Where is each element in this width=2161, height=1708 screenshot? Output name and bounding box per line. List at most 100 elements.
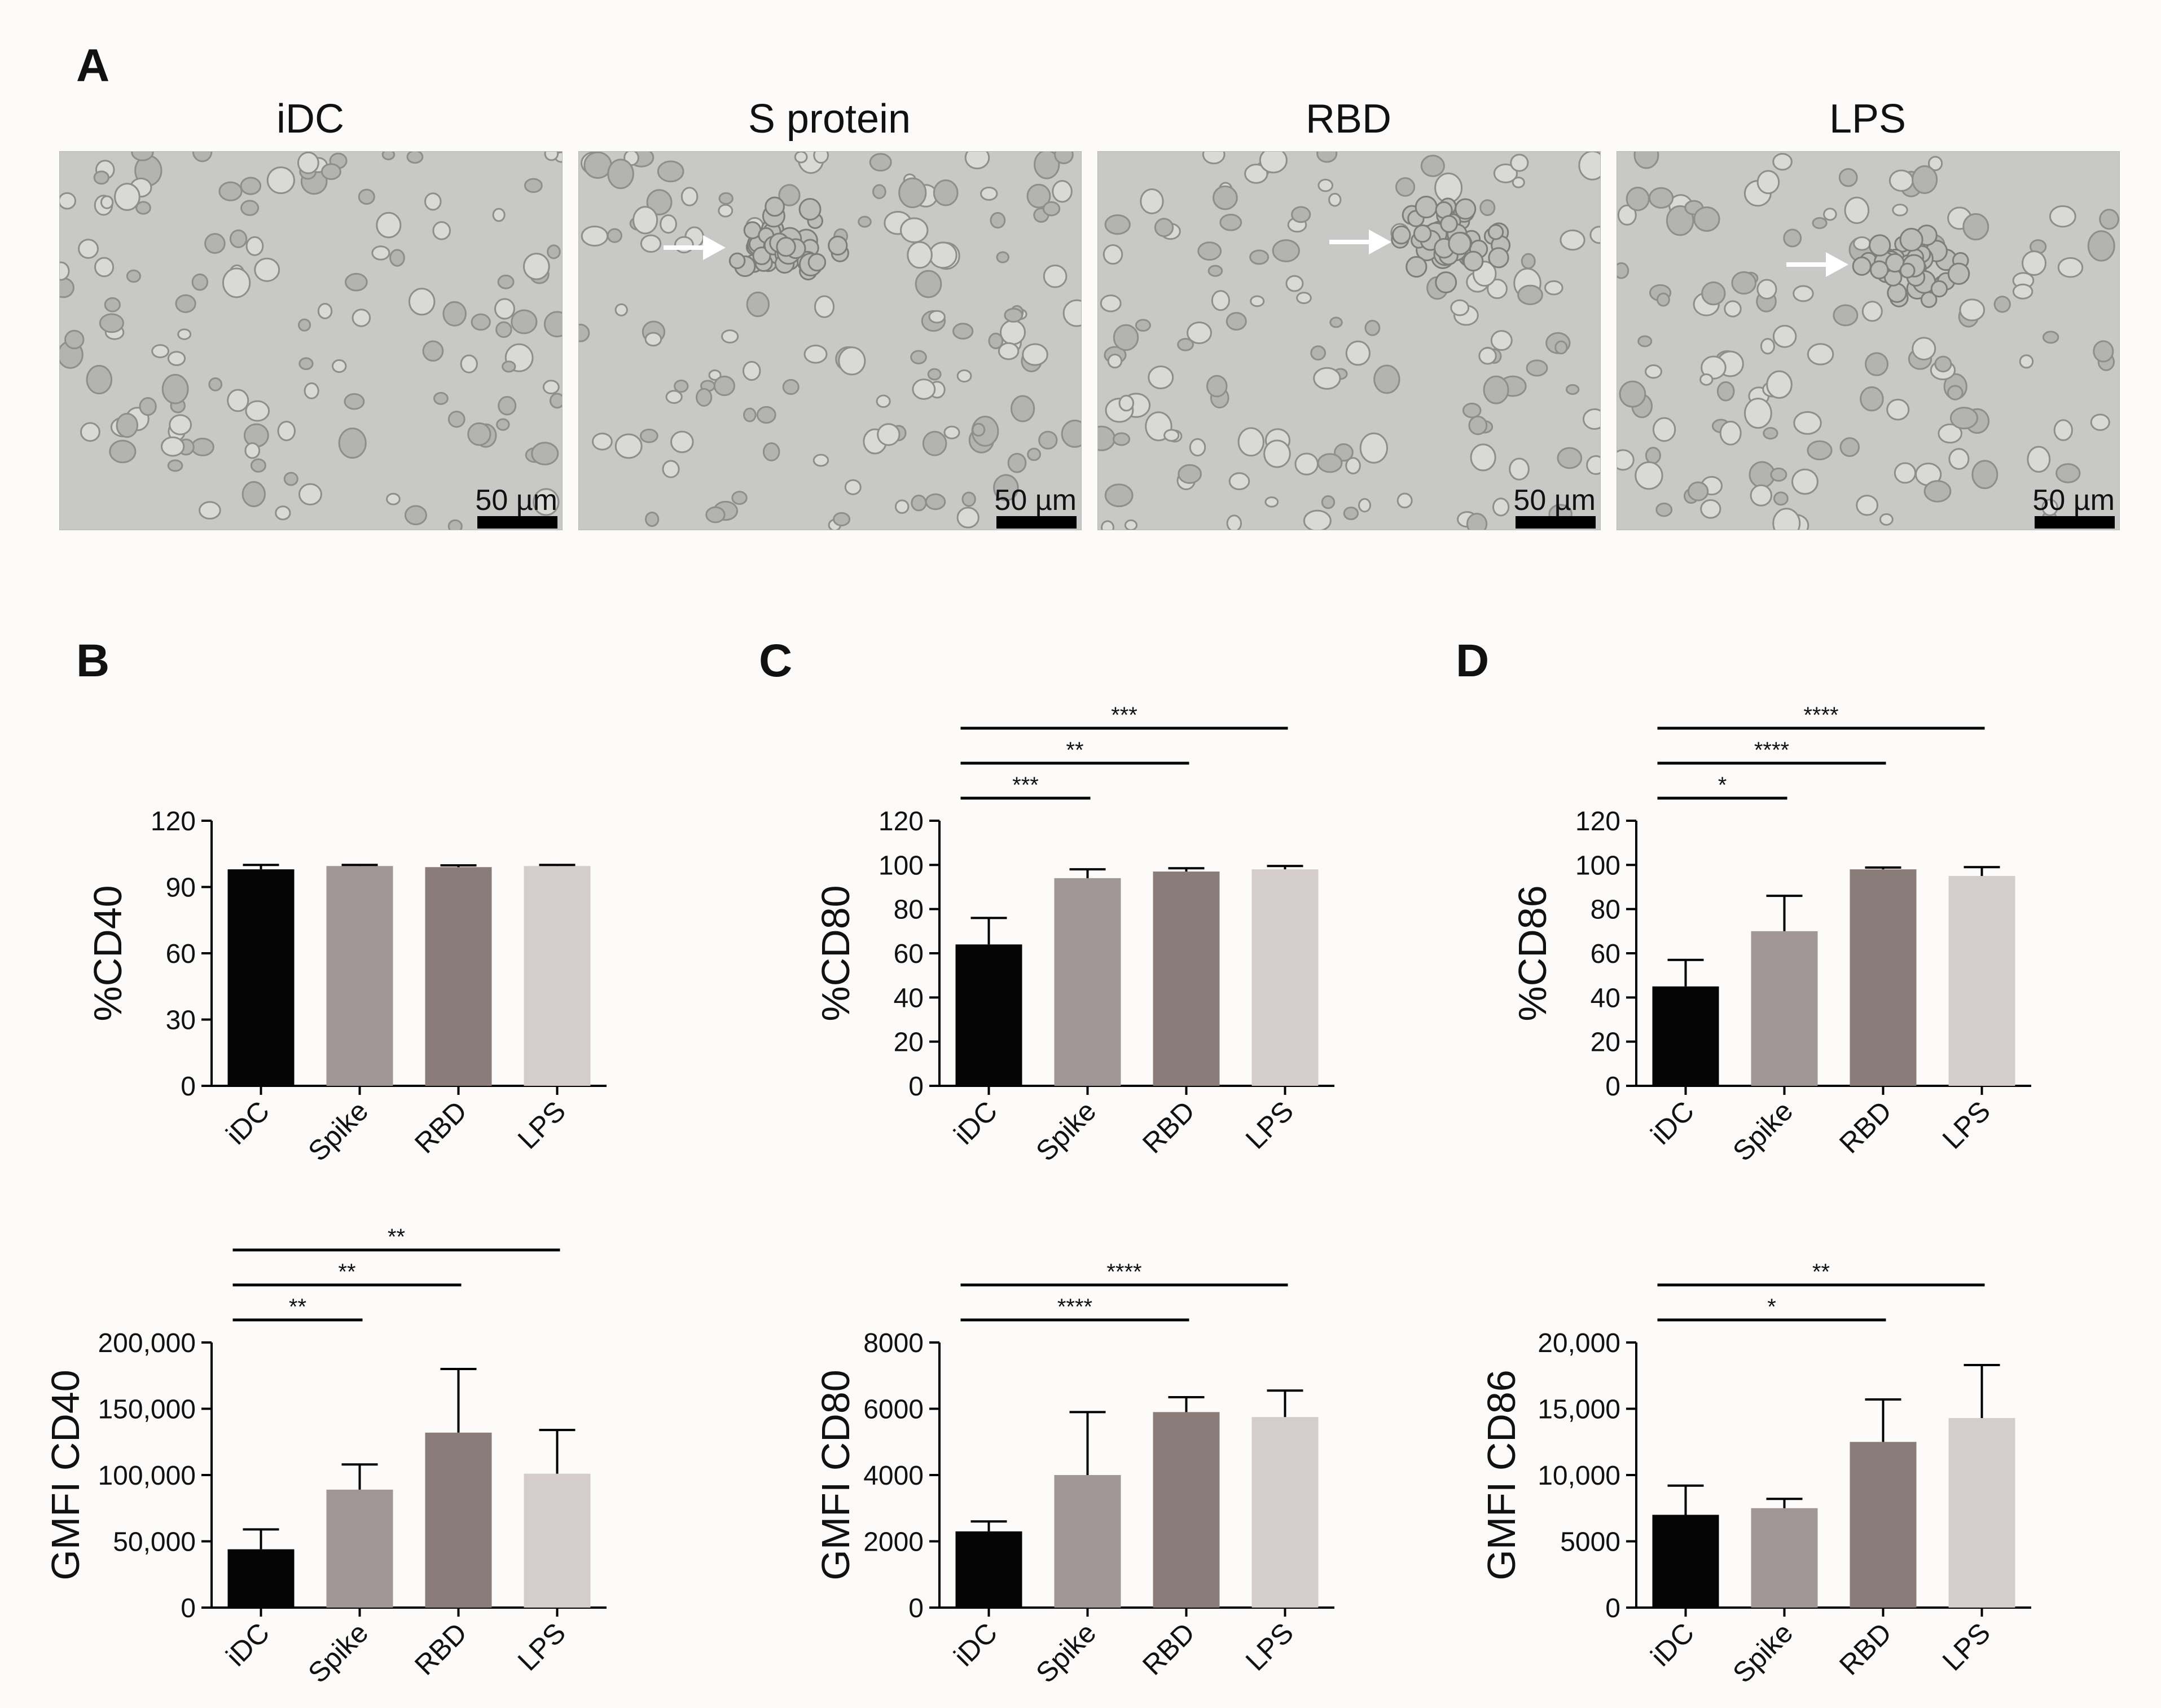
cell <box>579 323 590 342</box>
cell <box>1716 381 1735 402</box>
cell <box>1054 152 1074 165</box>
x-tick-label: RBD <box>409 1095 473 1159</box>
cell <box>404 505 427 526</box>
cell-cluster <box>1413 224 1432 243</box>
panel-d-label: D <box>1456 635 1490 686</box>
cell <box>1178 464 1202 484</box>
cell <box>1345 340 1371 366</box>
cell <box>1202 152 1226 165</box>
cell <box>275 505 291 521</box>
cell <box>813 152 829 164</box>
cell <box>1807 440 1833 461</box>
y-axis-label: GMFI CD86 <box>1479 1370 1523 1580</box>
cell <box>662 460 680 478</box>
cell <box>705 506 726 523</box>
cell <box>227 389 249 412</box>
cell <box>1554 340 1568 355</box>
cell <box>2055 463 2081 483</box>
cell <box>1652 417 1676 442</box>
cell <box>1478 347 1497 365</box>
y-tick-label: 60 <box>894 939 924 969</box>
cell <box>283 472 298 486</box>
cell <box>782 378 800 395</box>
cell <box>191 273 209 291</box>
bar-spike <box>1751 931 1818 1086</box>
cell <box>2087 230 2115 262</box>
cell <box>1197 241 1222 261</box>
cell <box>1004 307 1024 323</box>
cell-cluster <box>1899 227 1923 252</box>
cell <box>674 379 689 393</box>
cell <box>1321 495 1336 509</box>
cell <box>1947 385 1964 400</box>
cell <box>298 357 314 371</box>
cell <box>910 350 927 364</box>
cell <box>1949 407 1978 430</box>
cell <box>762 442 780 461</box>
y-tick-label: 0 <box>908 1072 924 1102</box>
x-tick-label: RBD <box>1136 1617 1201 1681</box>
y-axis-label: GMFI CD40 <box>43 1370 87 1580</box>
cell-field-lps <box>1617 152 2119 530</box>
y-tick-label: 0 <box>181 1593 196 1623</box>
cell <box>250 458 266 473</box>
cell <box>1509 457 1530 481</box>
cell <box>1187 321 1212 345</box>
y-tick-label: 15,000 <box>1538 1395 1620 1425</box>
cell <box>408 288 436 316</box>
x-tick-label: RBD <box>1833 1617 1898 1681</box>
y-tick-label: 20 <box>894 1028 924 1058</box>
cell <box>422 340 444 362</box>
cell <box>297 152 319 174</box>
cell <box>1373 364 1400 394</box>
cell <box>2041 499 2058 517</box>
cell <box>1793 285 1814 302</box>
cell <box>1466 513 1488 530</box>
bar-lps <box>1251 1417 1319 1608</box>
cell <box>1154 218 1174 237</box>
cell-cluster <box>1930 280 1948 298</box>
cell-cluster <box>1868 234 1891 257</box>
cell <box>1912 337 1936 360</box>
cell <box>1249 249 1270 265</box>
cell <box>131 152 154 161</box>
cell <box>169 414 192 435</box>
arrowhead-icon <box>703 235 726 260</box>
cell <box>872 184 886 199</box>
cell <box>471 313 491 331</box>
cell <box>298 483 322 505</box>
cell-cluster <box>1488 247 1509 268</box>
y-tick-label: 40 <box>894 983 924 1013</box>
cell <box>1656 292 1670 307</box>
cell <box>467 422 491 446</box>
micrograph-title-lps: LPS <box>1829 96 1907 142</box>
cell <box>1763 427 1778 440</box>
cell <box>696 388 713 407</box>
cell-cluster <box>1947 262 1970 285</box>
cell <box>277 421 296 442</box>
cell <box>254 257 280 282</box>
cell <box>1493 163 1518 183</box>
cell <box>1892 204 1908 217</box>
cell <box>922 430 947 456</box>
cell <box>104 297 121 312</box>
cell <box>670 430 694 454</box>
cell <box>1113 432 1131 446</box>
cell <box>915 270 942 298</box>
significance-label: *** <box>1111 703 1137 728</box>
cell <box>151 344 170 358</box>
significance-label: **** <box>1803 703 1838 728</box>
cell <box>1135 319 1151 332</box>
cell-cluster <box>776 236 796 257</box>
y-axis-label: %CD80 <box>814 885 858 1021</box>
chart-d2: 0 5000 10,000 15,000 20,000 GMFI CD86 iDC Spike… <box>1479 1260 2031 1689</box>
cell <box>1886 398 1910 421</box>
bar-lps <box>524 866 591 1086</box>
cell <box>2012 283 2033 300</box>
cell <box>900 217 929 243</box>
micrograph-title-idc: iDC <box>276 96 344 142</box>
panel-a-label: A <box>76 40 110 91</box>
cell <box>1034 152 1060 179</box>
y-tick-label: 100 <box>879 851 924 881</box>
